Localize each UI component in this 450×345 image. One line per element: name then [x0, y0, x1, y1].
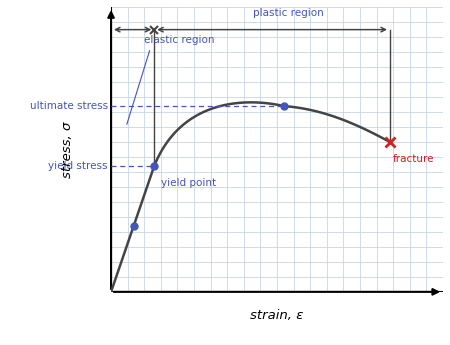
Text: strain, ε: strain, ε — [250, 309, 304, 322]
Text: elastic region: elastic region — [127, 35, 215, 125]
Text: fracture: fracture — [393, 154, 435, 164]
Text: yield point: yield point — [161, 178, 216, 188]
Text: ultimate stress: ultimate stress — [30, 101, 108, 111]
Text: stress, σ: stress, σ — [61, 121, 74, 178]
Text: plastic region: plastic region — [253, 8, 324, 18]
Text: yield stress: yield stress — [48, 161, 108, 171]
